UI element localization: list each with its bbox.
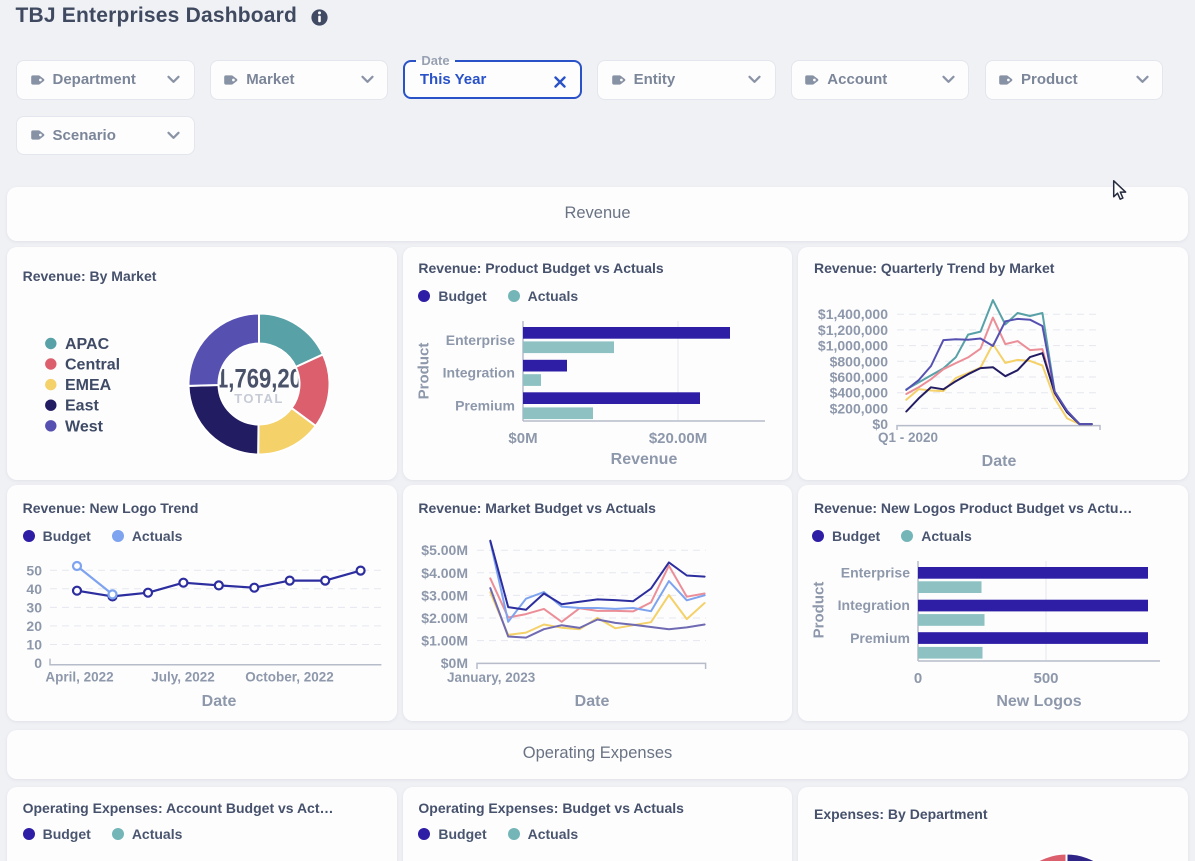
svg-text:$2.00M: $2.00M xyxy=(421,610,468,626)
svg-text:40: 40 xyxy=(26,581,42,597)
svg-text:October, 2022: October, 2022 xyxy=(245,670,334,685)
svg-text:Enterprise: Enterprise xyxy=(446,332,515,348)
svg-text:West: West xyxy=(65,418,104,435)
svg-text:$0M: $0M xyxy=(508,430,537,447)
svg-text:Q1 - 2020: Q1 - 2020 xyxy=(878,430,938,445)
svg-text:Integration: Integration xyxy=(443,365,515,381)
svg-text:$1,400,000: $1,400,000 xyxy=(818,306,888,322)
svg-text:Product: Product xyxy=(416,343,433,400)
svg-text:April, 2022: April, 2022 xyxy=(45,670,113,685)
svg-text:January, 2023: January, 2023 xyxy=(447,670,536,685)
svg-text:TOTAL: TOTAL xyxy=(234,391,284,406)
svg-text:0: 0 xyxy=(914,670,922,687)
svg-text:Date: Date xyxy=(575,693,610,710)
svg-text:New Logos: New Logos xyxy=(996,693,1081,710)
svg-text:Central: Central xyxy=(65,357,120,374)
svg-text:$4.00M: $4.00M xyxy=(421,565,468,581)
svg-text:Revenue: Revenue xyxy=(611,451,678,468)
svg-text:$400,000: $400,000 xyxy=(830,385,889,401)
svg-text:$5.00M: $5.00M xyxy=(421,542,468,558)
svg-text:Integration: Integration xyxy=(838,597,910,613)
svg-text:30: 30 xyxy=(26,599,42,615)
svg-text:$1.00M: $1.00M xyxy=(421,633,468,649)
svg-text:Date: Date xyxy=(982,453,1017,470)
svg-text:$0: $0 xyxy=(872,416,888,432)
svg-text:500: 500 xyxy=(1033,670,1058,687)
svg-text:$0M: $0M xyxy=(441,655,468,671)
svg-text:10: 10 xyxy=(26,637,42,653)
svg-text:Premium: Premium xyxy=(455,398,515,414)
svg-text:$20.00M: $20.00M xyxy=(649,430,707,447)
svg-text:Enterprise: Enterprise xyxy=(841,565,910,581)
svg-text:20: 20 xyxy=(26,618,42,634)
svg-text:$800,000: $800,000 xyxy=(830,353,889,369)
svg-text:APAC: APAC xyxy=(65,336,110,353)
svg-text:$3.00M: $3.00M xyxy=(421,587,468,603)
svg-text:Product: Product xyxy=(811,582,828,639)
svg-text:$1,000,000: $1,000,000 xyxy=(818,338,888,354)
svg-text:Premium: Premium xyxy=(850,630,910,646)
svg-text:EMEA: EMEA xyxy=(65,377,112,394)
svg-text:0: 0 xyxy=(34,655,42,671)
svg-text:$1,200,000: $1,200,000 xyxy=(818,322,888,338)
svg-text:$200,000: $200,000 xyxy=(830,400,889,416)
svg-text:$600,000: $600,000 xyxy=(830,369,889,385)
svg-text:Date: Date xyxy=(202,693,237,710)
svg-text:East: East xyxy=(65,398,99,415)
svg-text:July, 2022: July, 2022 xyxy=(151,670,215,685)
svg-text:50: 50 xyxy=(26,562,42,578)
